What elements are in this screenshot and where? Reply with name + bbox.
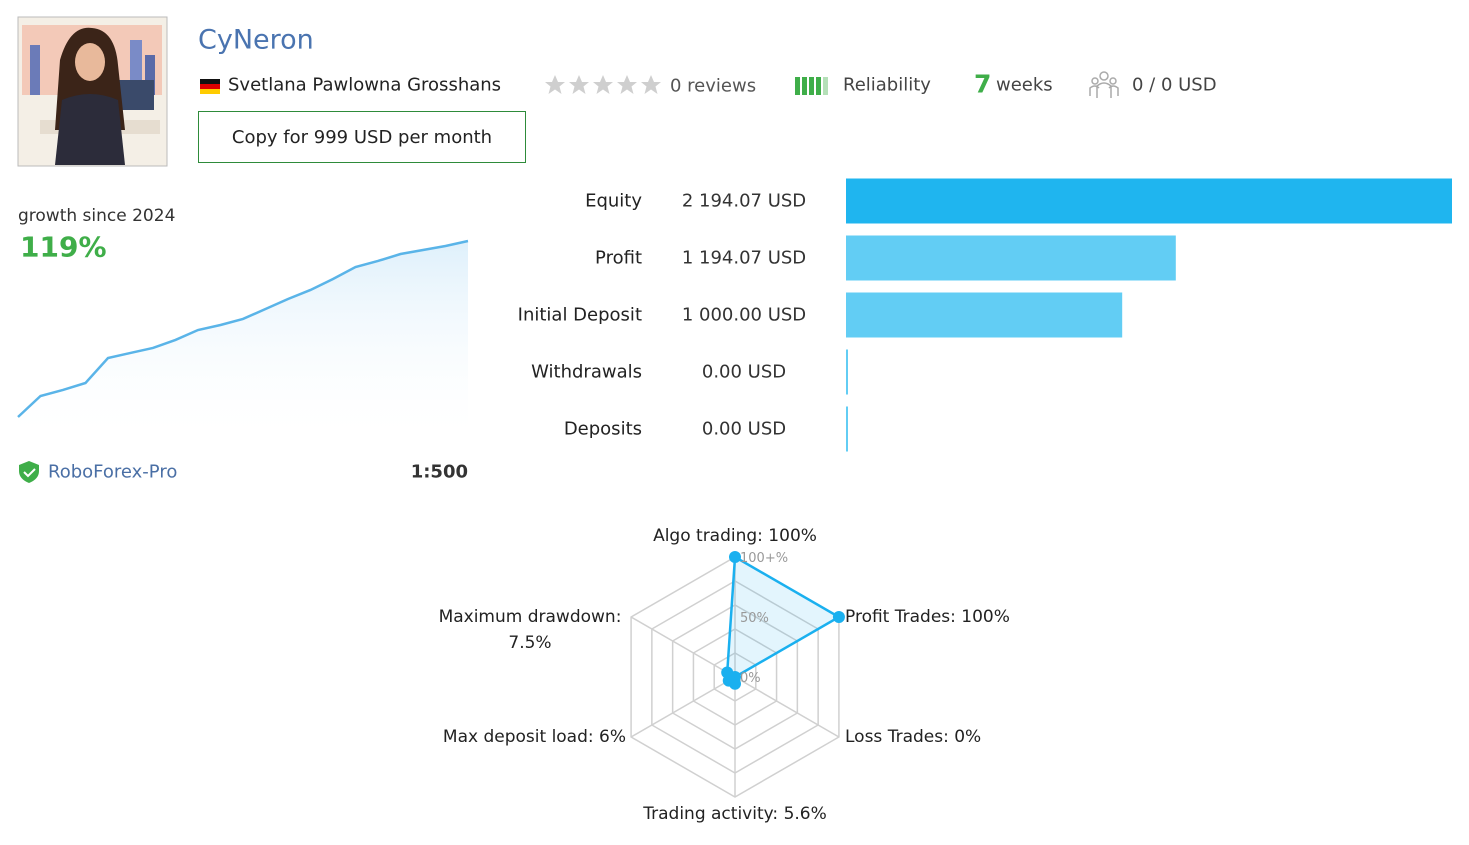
rating-stars xyxy=(545,75,661,94)
flag-germany xyxy=(200,79,220,94)
leverage: 1:500 xyxy=(410,461,468,483)
radar-label: Trading activity: 5.6% xyxy=(643,804,827,824)
stat-value: 0.00 USD xyxy=(701,418,787,440)
weeks-count: 7 xyxy=(974,69,992,99)
stat-bar xyxy=(846,406,848,452)
copy-button[interactable]: Copy for 999 USD per month xyxy=(198,111,526,163)
subscribers-icon xyxy=(1089,71,1119,98)
growth-value: 119% xyxy=(20,230,107,264)
signal-title[interactable]: CyNeron xyxy=(198,24,314,56)
stat-bar xyxy=(846,235,1176,281)
radar-spoke xyxy=(630,676,736,738)
stat-label: Initial Deposit xyxy=(517,304,642,326)
stat-label: Equity xyxy=(585,190,642,212)
radar-label: Loss Trades: 0% xyxy=(845,727,982,747)
subscribers: 0 / 0 USD xyxy=(1132,74,1217,96)
weeks: weeks xyxy=(996,74,1053,96)
stat-label: Deposits xyxy=(563,418,642,440)
reliability-bars xyxy=(795,77,828,95)
radar-spoke xyxy=(734,676,840,738)
radar-tick-label: 100+% xyxy=(740,551,788,566)
radar-label: Algo trading: 100% xyxy=(653,526,817,546)
broker[interactable]: RoboForex-Pro xyxy=(48,461,178,483)
verified-shield xyxy=(19,461,39,483)
radar-label: Profit Trades: 100% xyxy=(845,607,1010,627)
radar-tick-label: 50% xyxy=(740,611,769,626)
reliability: Reliability xyxy=(843,74,931,96)
radar-tick-label: 0% xyxy=(740,671,761,686)
growth-line xyxy=(17,239,469,418)
avatar xyxy=(17,16,168,167)
stat-bar xyxy=(846,292,1123,338)
growth-title: growth since 2024 xyxy=(18,206,176,226)
stat-value: 2 194.07 USD xyxy=(681,190,807,212)
radar-point xyxy=(832,611,845,623)
stat-value: 1 194.07 USD xyxy=(681,247,807,269)
radar-spoke xyxy=(630,616,736,678)
author[interactable]: Svetlana Pawlowna Grosshans xyxy=(228,74,502,96)
stat-label: Withdrawals xyxy=(531,361,642,383)
radar-point xyxy=(721,666,734,679)
radar-label: Maximum drawdown: 7.5% xyxy=(438,607,622,653)
growth-area xyxy=(18,241,468,445)
stat-label: Profit xyxy=(595,247,642,269)
stat-bar xyxy=(846,178,1452,224)
stat-value: 1 000.00 USD xyxy=(681,304,807,326)
radar-label: Max deposit load: 6% xyxy=(442,727,626,747)
stat-value: 0.00 USD xyxy=(701,361,787,383)
reviews[interactable]: 0 reviews xyxy=(670,75,757,97)
stat-bar xyxy=(846,349,848,395)
radar-point xyxy=(729,551,741,563)
